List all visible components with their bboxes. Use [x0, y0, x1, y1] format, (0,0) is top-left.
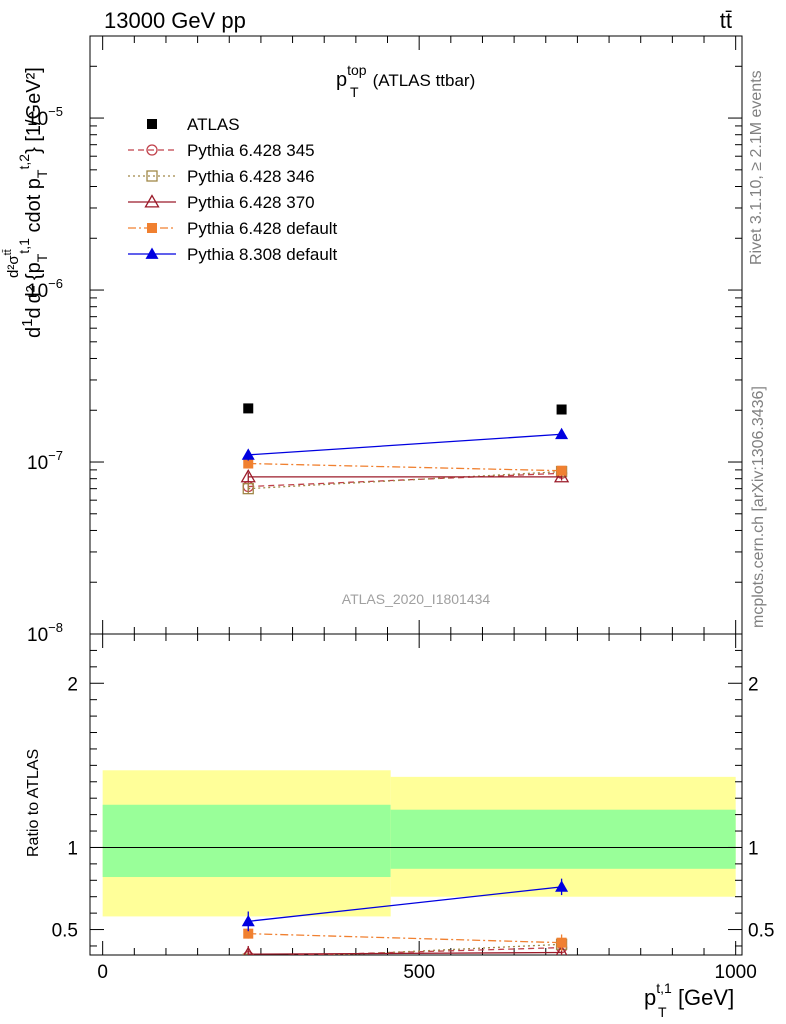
- ratio-y-tick-label-left: 0.5: [52, 921, 78, 942]
- x-tick-label: 500: [403, 962, 435, 983]
- legend-marker: [146, 144, 158, 156]
- series-line: [248, 462, 562, 472]
- legend-marker: [145, 247, 159, 259]
- ratio-y-tick-label-left: 1: [67, 838, 78, 859]
- main-y-tick-label: 10−8: [27, 620, 63, 646]
- series-line: [248, 472, 562, 488]
- x-tick-label: 1000: [715, 962, 757, 983]
- main-y-tick-label: 10−6: [27, 276, 63, 302]
- series-pythia-8-308-default: [241, 427, 569, 461]
- x-axis-label: pt,1 [GeV]: [644, 980, 734, 1010]
- band-inner: [102, 804, 391, 878]
- legend-entry: Pythia 6.428 346: [128, 167, 315, 186]
- series-atlas: [243, 403, 567, 415]
- legend-label: Pythia 6.428 346: [187, 167, 315, 186]
- legend: ATLAS Pythia 6.428 345 Pythia 6.428 346 Pyt…: [128, 115, 338, 264]
- ratio-series-pythia-8-308-default: [241, 878, 569, 932]
- band-inner: [390, 809, 736, 869]
- analysis-id-label: ATLAS_2020_I1801434: [342, 591, 491, 607]
- legend-marker: [147, 223, 157, 233]
- ratio-point: [243, 928, 254, 939]
- ratio-point: [555, 944, 568, 955]
- legend-label: Pythia 6.428 default: [187, 219, 338, 238]
- ratio-point: [556, 937, 567, 948]
- main-y-tick-label: 10−7: [27, 448, 63, 474]
- rivet-version-label: Rivet 3.1.10, ≥ 2.1M events: [748, 70, 765, 265]
- main-panel: 10−5 10−6 10−7 10−8 ATLAS_2020_I1801434 ATL…: [27, 35, 743, 646]
- data-point: [243, 403, 254, 414]
- data-point: [555, 427, 569, 440]
- ratio-line: [248, 933, 562, 944]
- svg-text:d²σtt̄: d²σtt̄: [2, 249, 22, 278]
- plot-title: ptop(ATLAS ttbar): [336, 62, 475, 91]
- ratio-point: [243, 946, 254, 955]
- legend-entry: Pythia 6.428 370: [128, 193, 315, 212]
- legend-marker: [144, 194, 160, 208]
- ratio-series-layer: [241, 878, 569, 955]
- ratio-point: [241, 914, 255, 927]
- series-pythia-6-428-default: [243, 458, 567, 476]
- main-y-ticks: 10−5 10−6 10−7 10−8: [27, 36, 742, 646]
- main-y-axis-label: d1dd² {pTt,1 cdot pTt,2} [1/GeV²] d²σtt̄: [2, 67, 50, 338]
- ratio-y-axis-label: Ratio to ATLAS: [25, 749, 42, 857]
- ratio-uncertainty-bands: [90, 770, 742, 917]
- legend-entry: Pythia 6.428 default: [128, 219, 338, 238]
- data-point: [243, 458, 254, 469]
- header-process: tt̄: [720, 8, 732, 33]
- main-y-tick-label: 10−5: [27, 104, 63, 130]
- mcplots-label: mcplots.cern.ch [arXiv:1306.3436]: [750, 386, 767, 628]
- ratio-y-tick-label-right: 0.5: [748, 921, 774, 942]
- ratio-point: [242, 953, 254, 955]
- ratio-series-pythia-6-428-370: [243, 944, 568, 955]
- ratio-series-pythia-6-428-default: [243, 928, 567, 951]
- ratio-y-tick-label-right: 2: [748, 674, 759, 695]
- data-point: [556, 404, 567, 415]
- svg-text:d1dd² {pTt,1 cdot pTt,2} [1/Ge: d1dd² {pTt,1 cdot pTt,2} [1/GeV²]: [16, 67, 50, 338]
- ratio-plot-frame: [89, 633, 743, 956]
- data-point: [553, 469, 570, 483]
- x-axis-label-subscript: T: [658, 1004, 667, 1020]
- legend-marker: [146, 170, 158, 182]
- ratio-y-tick-label-right: 1: [748, 838, 759, 859]
- ratio-series-pythia-6-428-346: [242, 938, 568, 955]
- ratio-panel: 0.5 0.5 1 1 2 2 0 500 1000 Ratio to ATLAS pt,1 […: [25, 633, 774, 1020]
- data-point: [556, 465, 567, 476]
- header-collision: 13000 GeV pp: [104, 8, 246, 33]
- legend-entry: Pythia 8.308 default: [128, 245, 338, 264]
- data-point: [240, 469, 256, 483]
- plot-title-subscript: T: [350, 84, 359, 100]
- x-tick-label: 0: [97, 962, 108, 983]
- data-point: [242, 483, 254, 495]
- main-series-layer: [240, 403, 570, 495]
- legend-entry: Pythia 6.428 345: [128, 141, 315, 160]
- ratio-line: [321, 943, 562, 955]
- legend-label: Pythia 6.428 345: [187, 141, 315, 160]
- ratio-line: [282, 946, 562, 955]
- series-line: [248, 433, 562, 456]
- legend-label: Pythia 8.308 default: [187, 245, 338, 264]
- ratio-ticks: 0.5 0.5 1 1 2 2 0 500 1000: [52, 633, 774, 983]
- legend-entry: ATLAS: [147, 115, 240, 134]
- legend-label: ATLAS: [187, 115, 240, 134]
- legend-marker: [147, 119, 157, 129]
- data-point: [241, 448, 255, 460]
- legend-label: Pythia 6.428 370: [187, 193, 315, 212]
- ratio-point: [555, 880, 569, 892]
- ratio-line: [248, 951, 562, 955]
- series-line: [248, 470, 562, 490]
- ratio-line: [248, 886, 562, 922]
- ratio-y-tick-label-left: 2: [67, 674, 78, 695]
- series-pythia-6-428-346: [242, 465, 568, 495]
